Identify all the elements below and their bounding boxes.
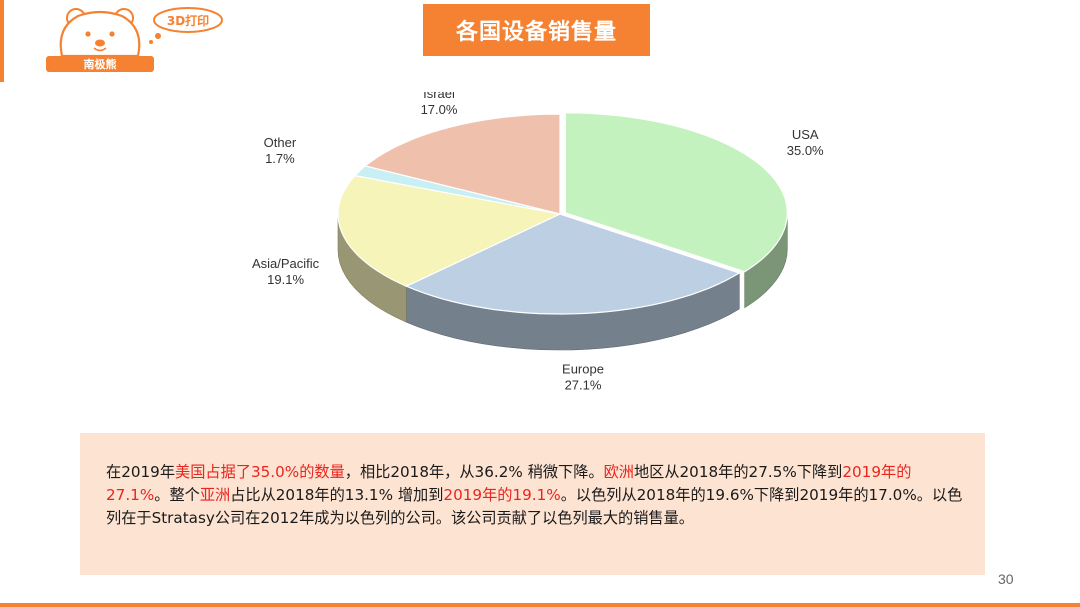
pie-slice-israel	[363, 113, 561, 215]
pie-value-asia-pacific: 19.1%	[267, 272, 304, 287]
pie-label-other: Other	[264, 135, 297, 150]
pie-label-usa: USA	[792, 127, 819, 142]
pie-label-europe: Europe	[562, 362, 604, 377]
highlighted-text: 2019年的19.1%	[443, 486, 561, 504]
highlighted-text: 美国占据了35.0%的数量	[175, 463, 345, 481]
description-box: 在2019年美国占据了35.0%的数量，相比2018年，从36.2% 稍微下降。…	[80, 433, 985, 575]
bear-head-icon	[59, 10, 141, 58]
highlighted-text: 欧洲	[603, 463, 634, 481]
pie-value-europe: 27.1%	[565, 378, 602, 393]
pie-label-asia-pacific: Asia/Pacific	[252, 256, 320, 271]
logo-badge-text: 3D打印	[167, 13, 209, 28]
pie-slices	[337, 112, 788, 315]
description-segment: ，相比2018年，从36.2% 稍微下降。	[344, 463, 604, 481]
bear-nose	[95, 39, 105, 47]
pie-chart: USA 35.0% Europe 27.1% Asia/Pacific 19.1% Othe…	[225, 92, 835, 422]
description-segment: 。以色列从2018年的19.6%下降到2019年的17.0%。以色列在于Stra…	[106, 486, 963, 527]
description-segment: 占比从2018年的13.1% 增加到	[230, 486, 444, 504]
description-segment: 地区从2018年的27.5%下降到	[633, 463, 843, 481]
logo-badge-bubble	[153, 7, 223, 33]
bear-eye-left	[85, 31, 91, 37]
page-title: 各国设备销售量	[455, 20, 617, 45]
bear-eye-right	[109, 31, 115, 37]
logo: 3D打印 南极熊	[46, 7, 223, 72]
page-number: 30	[998, 571, 1014, 587]
highlighted-text: 2019年的27.1%	[106, 463, 912, 504]
pie-value-usa: 35.0%	[787, 143, 824, 158]
pie-label-israel: Israel	[423, 92, 455, 101]
logo-name-ribbon	[46, 56, 154, 72]
title-box: 各国设备销售量	[423, 4, 650, 56]
pie-value-other: 1.7%	[265, 151, 295, 166]
logo-name-text: 南极熊	[84, 57, 117, 71]
pie-slice-europe	[404, 213, 741, 315]
description-segment: 。整个	[154, 486, 200, 504]
highlighted-text: 亚洲	[199, 486, 231, 504]
pie-slice-usa	[564, 112, 788, 273]
bear-mouth	[93, 47, 107, 52]
description-text: 在2019年美国占据了35.0%的数量，相比2018年，从36.2% 稍微下降。…	[106, 461, 966, 530]
description-segment: 在2019年	[106, 463, 176, 481]
pie-slice-other	[353, 165, 561, 215]
left-accent-bar	[0, 0, 4, 82]
logo-bubble-dot-small	[149, 40, 153, 44]
logo-bubble-dot	[155, 33, 161, 39]
pie-value-israel: 17.0%	[421, 102, 458, 117]
bottom-accent-bar	[0, 603, 1080, 607]
pie-slice-asia-pacific	[337, 174, 562, 287]
